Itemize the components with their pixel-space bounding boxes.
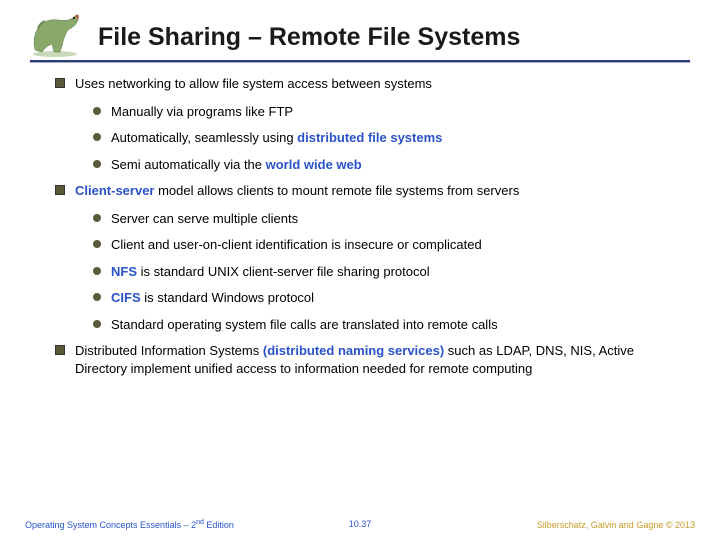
highlight-text: distributed file systems bbox=[297, 130, 442, 145]
slide-content: Uses networking to allow file system acc… bbox=[0, 63, 720, 378]
footer-right: Silberschatz, Galvin and Gagne © 2013 bbox=[537, 520, 695, 530]
bullet-level2: Server can serve multiple clients bbox=[93, 210, 680, 228]
square-bullet-icon bbox=[55, 345, 65, 355]
bullet-text: Server can serve multiple clients bbox=[111, 210, 298, 228]
bullet-text: Distributed Information Systems (distrib… bbox=[75, 342, 680, 377]
footer-left: Operating System Concepts Essentials – 2… bbox=[25, 519, 234, 530]
bullet-text: Manually via programs like FTP bbox=[111, 103, 293, 121]
circle-bullet-icon bbox=[93, 240, 101, 248]
highlight-text: CIFS bbox=[111, 290, 141, 305]
slide-title: File Sharing – Remote File Systems bbox=[98, 23, 520, 58]
bullet-level1: Distributed Information Systems (distrib… bbox=[55, 342, 680, 377]
circle-bullet-icon bbox=[93, 293, 101, 301]
bullet-level2: Semi automatically via the world wide we… bbox=[93, 156, 680, 174]
slide-footer: Operating System Concepts Essentials – 2… bbox=[0, 519, 720, 530]
circle-bullet-icon bbox=[93, 267, 101, 275]
circle-bullet-icon bbox=[93, 107, 101, 115]
bullet-text: Standard operating system file calls are… bbox=[111, 316, 498, 334]
circle-bullet-icon bbox=[93, 133, 101, 141]
bullet-text: Semi automatically via the world wide we… bbox=[111, 156, 362, 174]
bullet-text: CIFS is standard Windows protocol bbox=[111, 289, 314, 307]
bullet-text: Client-server model allows clients to mo… bbox=[75, 182, 519, 200]
circle-bullet-icon bbox=[93, 160, 101, 168]
bullet-level2: Automatically, seamlessly using distribu… bbox=[93, 129, 680, 147]
bullet-level2: CIFS is standard Windows protocol bbox=[93, 289, 680, 307]
circle-bullet-icon bbox=[93, 320, 101, 328]
highlight-text: Client-server bbox=[75, 183, 154, 198]
bullet-text: Automatically, seamlessly using distribu… bbox=[111, 129, 442, 147]
slide-header: File Sharing – Remote File Systems bbox=[0, 0, 720, 58]
dinosaur-icon bbox=[20, 8, 90, 58]
footer-page-number: 10.37 bbox=[349, 519, 372, 529]
bullet-text: Uses networking to allow file system acc… bbox=[75, 75, 432, 93]
highlight-text: (distributed naming services) bbox=[263, 343, 444, 358]
bullet-text: NFS is standard UNIX client-server file … bbox=[111, 263, 430, 281]
circle-bullet-icon bbox=[93, 214, 101, 222]
bullet-level2: Client and user-on-client identification… bbox=[93, 236, 680, 254]
bullet-level2: NFS is standard UNIX client-server file … bbox=[93, 263, 680, 281]
bullet-level1: Client-server model allows clients to mo… bbox=[55, 182, 680, 200]
highlight-text: NFS bbox=[111, 264, 137, 279]
bullet-level2: Manually via programs like FTP bbox=[93, 103, 680, 121]
bullet-text: Client and user-on-client identification… bbox=[111, 236, 482, 254]
square-bullet-icon bbox=[55, 185, 65, 195]
square-bullet-icon bbox=[55, 78, 65, 88]
bullet-level1: Uses networking to allow file system acc… bbox=[55, 75, 680, 93]
bullet-level2: Standard operating system file calls are… bbox=[93, 316, 680, 334]
highlight-text: world wide web bbox=[266, 157, 362, 172]
